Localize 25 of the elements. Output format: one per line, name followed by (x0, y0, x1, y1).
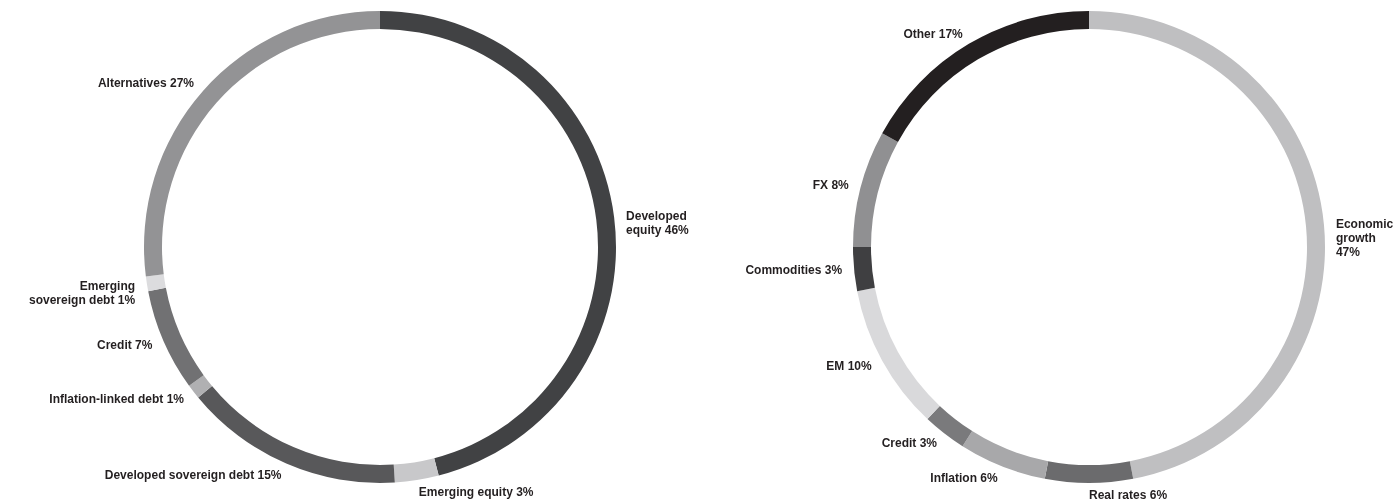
slice-label: Emerging equity 3% (418, 484, 534, 499)
slice-label: FX 8% (812, 178, 850, 193)
slice-label: Developed sovereign debt 15% (104, 467, 282, 482)
donut-slice (380, 11, 616, 476)
slice-label: Other 17% (903, 26, 964, 41)
donut-slice (882, 11, 1089, 142)
slice-label: Inflation 6% (930, 470, 999, 485)
donut-slice (853, 247, 875, 292)
donut-slice (189, 375, 213, 398)
slice-label: EM 10% (826, 359, 872, 374)
slice-label: Real rates 6% (1089, 488, 1168, 502)
slice-label: Credit 3% (881, 435, 938, 450)
slice-label: Developed equity 46% (626, 208, 690, 237)
donut-slice (393, 458, 439, 483)
slice-label: Credit 7% (97, 338, 153, 353)
slice-label: Alternatives 27% (97, 75, 195, 90)
data-label: 47% (1335, 244, 1361, 259)
donut-slice (1044, 461, 1134, 483)
slice-label: Emerging sovereign debt 1% (29, 278, 136, 307)
donut-slice (853, 133, 898, 247)
donut-slice (145, 274, 166, 292)
slice-label: Inflation-linked debt 1% (49, 392, 185, 406)
slice-label: Commodities 3% (745, 263, 843, 278)
donut-slice (1089, 11, 1325, 479)
slice-label: Economic growth (1335, 216, 1394, 245)
